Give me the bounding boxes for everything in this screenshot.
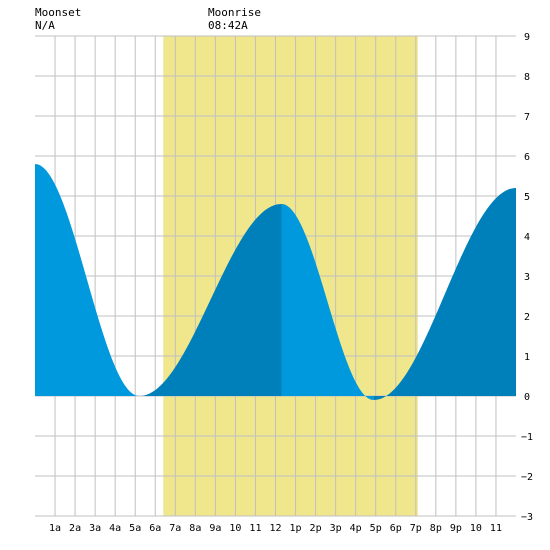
tide-area-layer — [35, 164, 516, 400]
x-tick-label: 7a — [169, 523, 181, 534]
moonset-value: N/A — [35, 19, 55, 32]
y-tick-label: −3 — [521, 512, 533, 523]
x-tick-label: 10 — [470, 523, 482, 534]
x-tick-label: 10 — [229, 523, 241, 534]
tide-falling-area — [35, 164, 140, 396]
y-tick-label: 5 — [524, 192, 530, 203]
moonset-label: Moonset — [35, 6, 81, 19]
y-tick-label: 6 — [524, 152, 530, 163]
x-tick-label: 7p — [410, 523, 422, 534]
x-tick-label: 3p — [330, 523, 342, 534]
x-tick-label: 11 — [490, 523, 502, 534]
x-tick-label: 2p — [310, 523, 322, 534]
x-tick-label: 8p — [430, 523, 442, 534]
x-tick-label: 4p — [350, 523, 362, 534]
tide-rising-area — [139, 204, 282, 396]
x-tick-labels: 1a 2a 3a 4a 5a 6a 7a 8a 9a 10 11 12 1p 2p 3p 4p 5p 6p 7p 8p… — [49, 523, 502, 534]
y-tick-label: 9 — [524, 32, 530, 43]
y-tick-label: 3 — [524, 272, 530, 283]
x-tick-label: 1p — [290, 523, 302, 534]
x-tick-label: 9p — [450, 523, 462, 534]
tide-rising-area — [373, 188, 516, 400]
y-tick-label: −2 — [521, 472, 533, 483]
y-tick-label: 0 — [524, 392, 530, 403]
x-tick-label: 6a — [149, 523, 161, 534]
tide-falling-area — [281, 204, 374, 400]
moonrise-value: 08:42A — [208, 19, 248, 32]
x-tick-label: 5a — [129, 523, 141, 534]
x-tick-label: 5p — [370, 523, 382, 534]
x-tick-label: 11 — [249, 523, 261, 534]
x-tick-label: 2a — [69, 523, 81, 534]
x-tick-label: 9a — [209, 523, 221, 534]
y-tick-label: 1 — [524, 352, 530, 363]
y-tick-label: 8 — [524, 72, 530, 83]
y-tick-label: 2 — [524, 312, 530, 323]
y-tick-label: 7 — [524, 112, 530, 123]
x-tick-label: 8a — [189, 523, 201, 534]
x-tick-label: 1a — [49, 523, 61, 534]
x-tick-label: 4a — [109, 523, 121, 534]
y-tick-labels: −3 −2 −1 0 1 2 3 4 5 6 7 8 9 — [521, 32, 533, 523]
x-tick-label: 12 — [269, 523, 281, 534]
x-tick-label: 6p — [390, 523, 402, 534]
y-tick-label: 4 — [524, 232, 530, 243]
x-tick-label: 3a — [89, 523, 101, 534]
y-tick-label: −1 — [521, 432, 533, 443]
moonrise-label: Moonrise — [208, 6, 261, 19]
